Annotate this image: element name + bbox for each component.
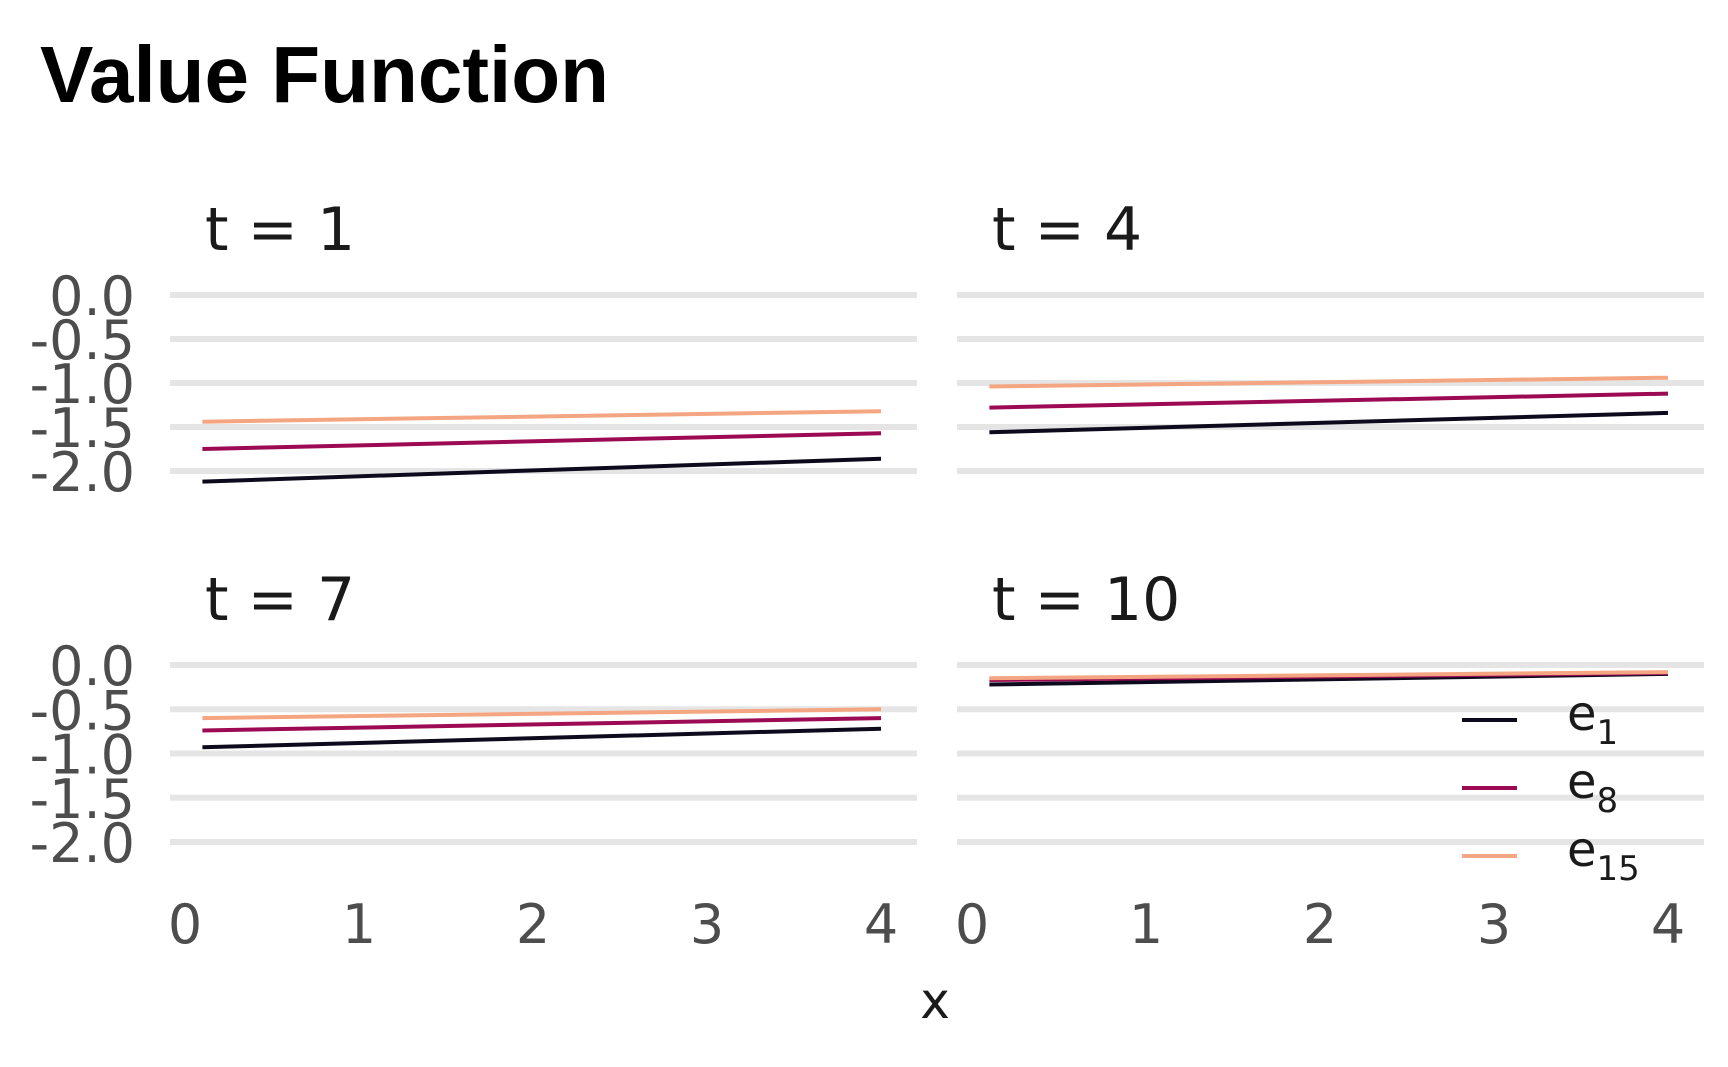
x-tick-label: 0 [955,893,989,956]
panels-layer: t = 10.0-0.5-1.0-1.5-2.0t = 4t = 70.0-0.… [30,195,1704,956]
y-tick-label: -1.0 [30,353,135,416]
panel-label: t = 1 [205,195,355,265]
y-tick-label: -2.0 [30,812,135,875]
y-tick-label: -0.5 [30,309,135,372]
series-line-e15 [202,409,882,424]
series-line-e8 [202,716,882,733]
y-tick-label: -1.0 [30,724,135,787]
panel-4: t = 10 0 1 2 3 4 [955,565,1704,956]
panel-3: t = 7 0.0-0.5-1.0-1.5-2.0 0 1 2 3 4 [30,565,917,956]
x-tick-label: 2 [1303,893,1337,956]
x-tick-label: 1 [342,893,376,956]
series-line-e15 [989,670,1669,681]
x-tick-label: 3 [690,893,724,956]
y-tick-label: -2.0 [30,441,135,504]
y-tick-label: 0.0 [49,265,135,328]
x-tick-label: 4 [1651,893,1685,956]
legend-label: e15 [1567,822,1640,889]
series-line-e8 [989,391,1669,410]
legend-label: e1 [1567,686,1618,753]
legend-item: e1 [1462,686,1618,753]
y-tick-label: -1.5 [30,768,135,831]
series-line-e1 [202,456,882,484]
series-line-e1 [989,410,1669,435]
panel-label: t = 4 [992,195,1142,265]
x-tick-label: 3 [1477,893,1511,956]
legend-item: e8 [1462,754,1618,821]
series-line-e15 [202,707,882,721]
panel-2: t = 4 [957,195,1704,474]
x-tick-label: 0 [168,893,202,956]
legend-item: e15 [1462,822,1640,889]
panel-1: t = 1 0.0-0.5-1.0-1.5-2.0 [30,195,917,504]
x-tick-label: 1 [1129,893,1163,956]
y-tick-label: 0.0 [49,635,135,698]
y-tick-label: -1.5 [30,397,135,460]
legend-label: e8 [1567,754,1618,821]
chart-title: Value Function [40,30,609,119]
panel-label: t = 10 [992,565,1180,635]
panel-label: t = 7 [205,565,355,635]
series-line-e15 [989,375,1669,389]
x-axis-label: x [920,972,950,1030]
y-tick-label: -0.5 [30,679,135,742]
series-line-e1 [202,726,882,750]
series-line-e8 [202,431,882,451]
x-tick-label: 4 [864,893,898,956]
x-tick-label: 2 [516,893,550,956]
